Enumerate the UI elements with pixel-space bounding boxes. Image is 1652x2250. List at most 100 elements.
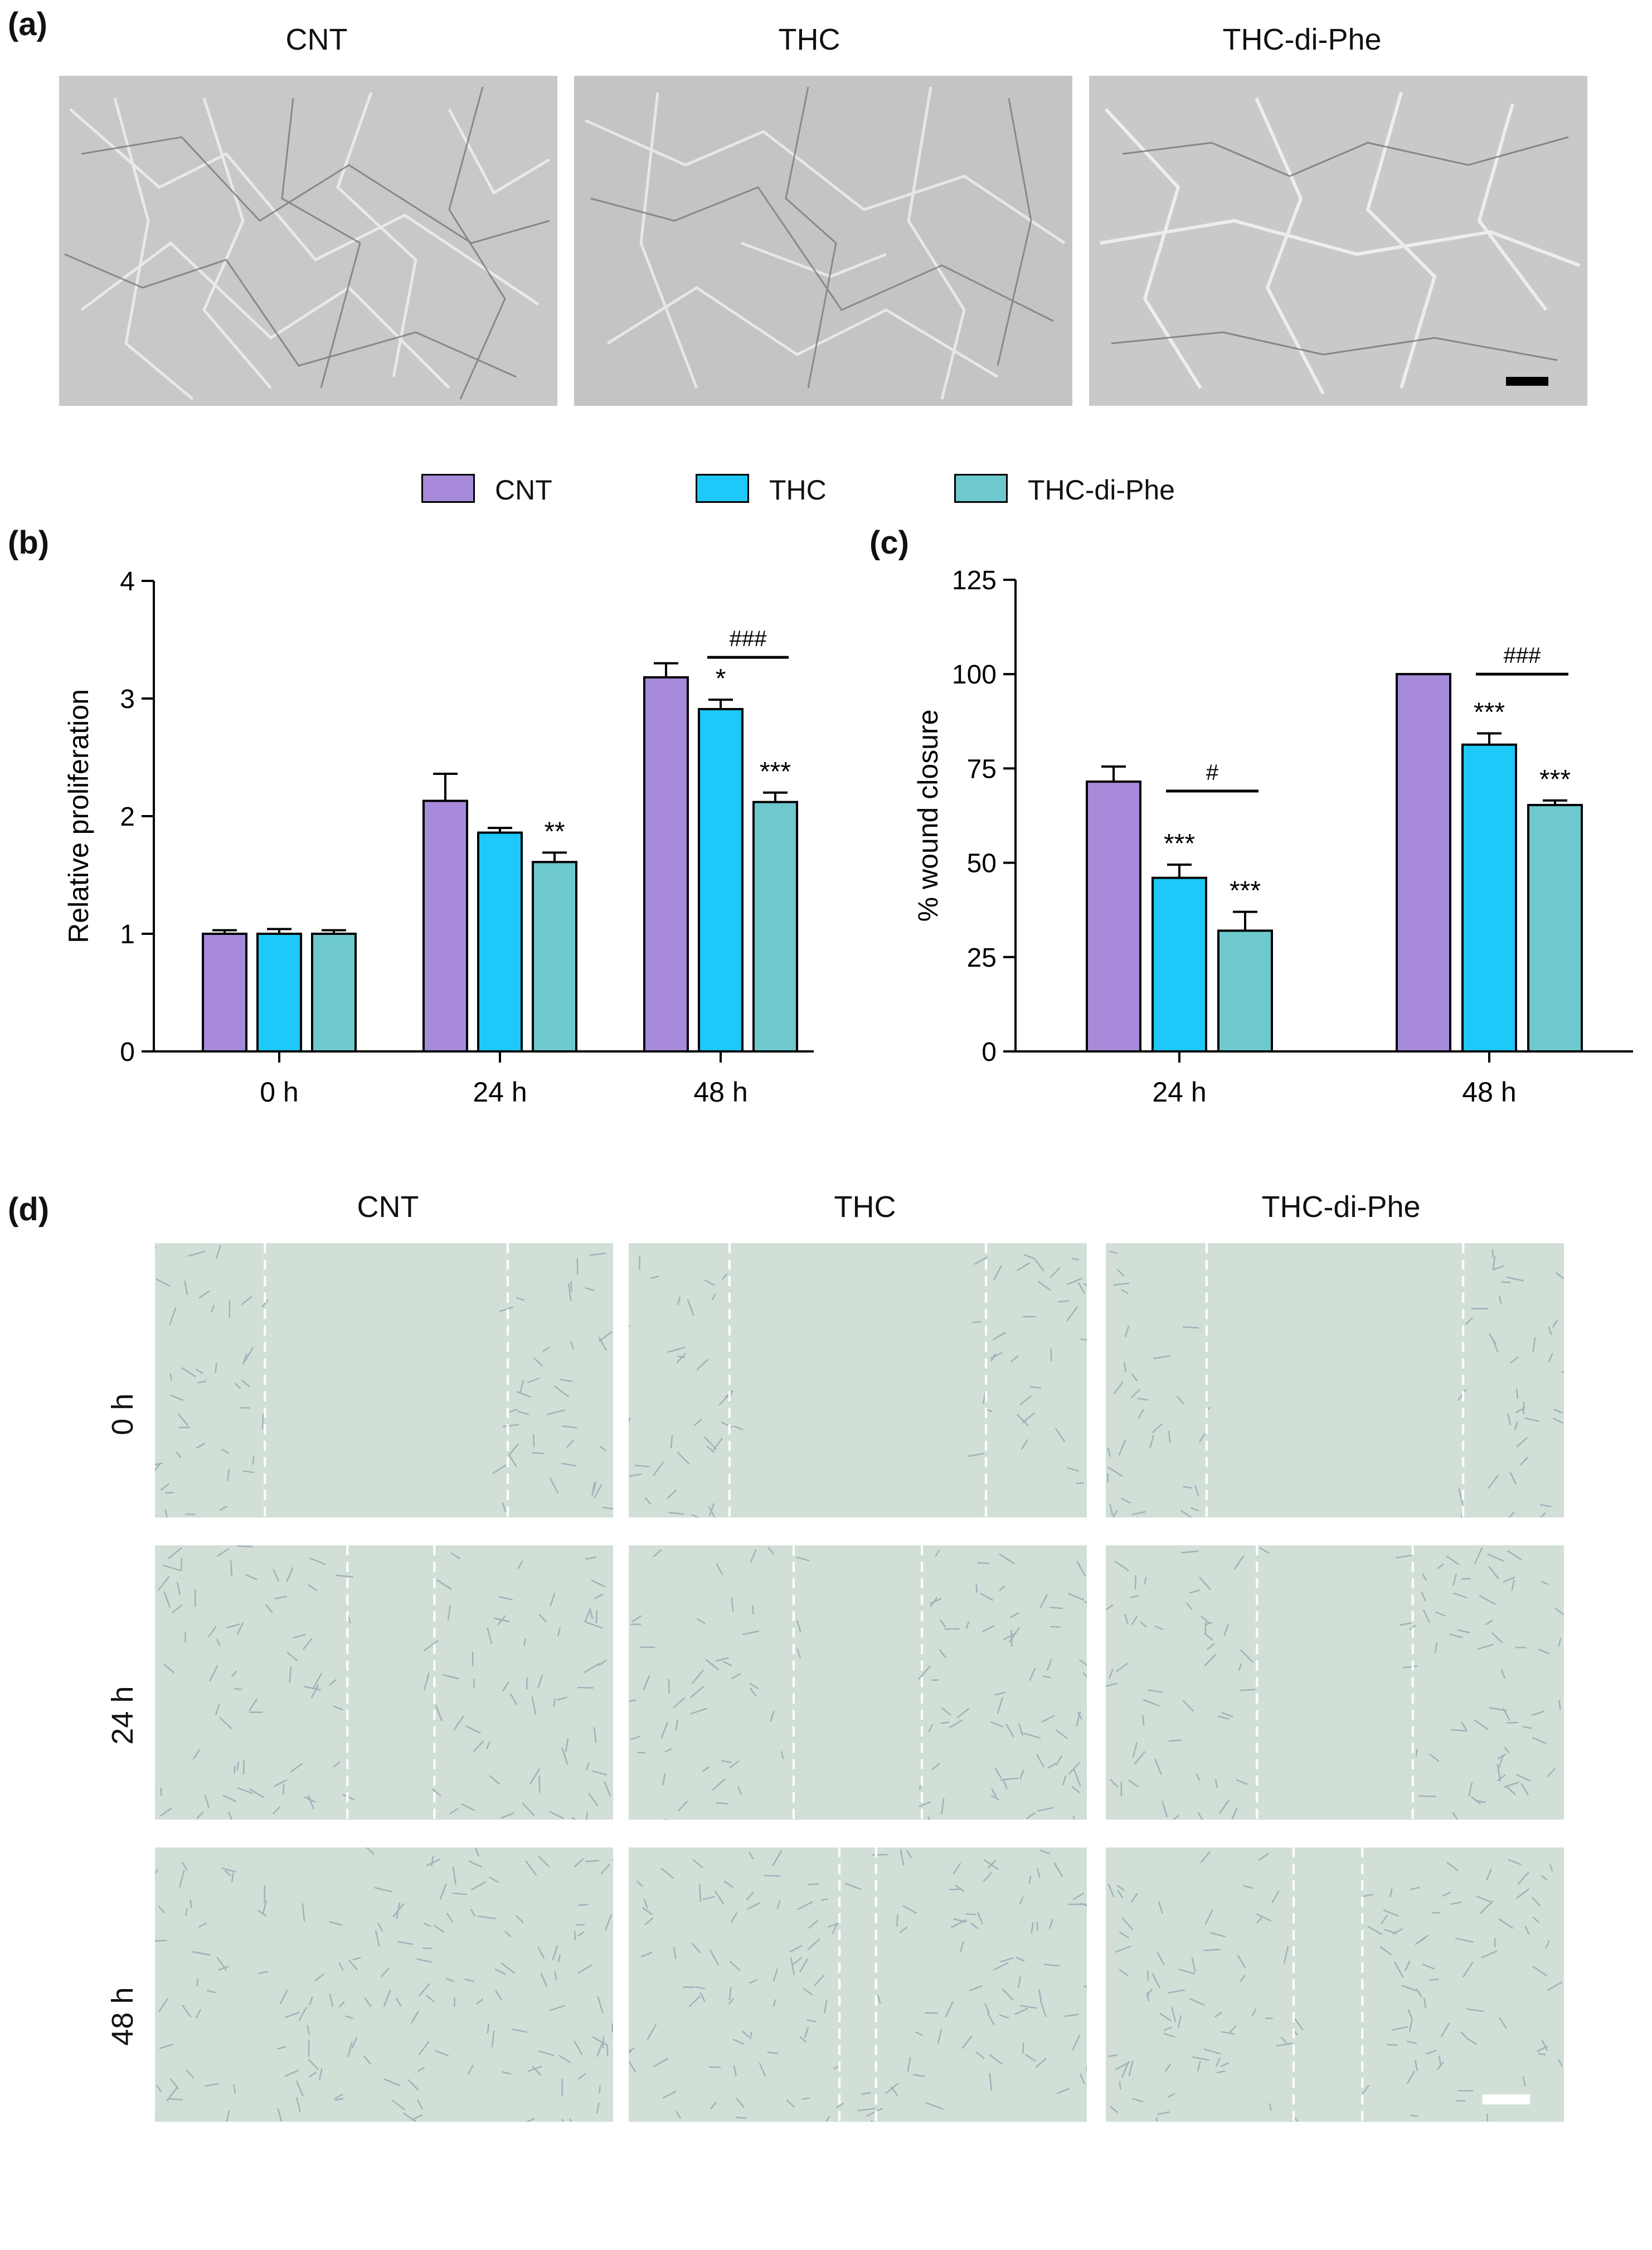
cell [1076,1711,1081,1727]
cell [391,2099,406,2111]
cell [1134,1574,1137,1589]
cell [1056,2088,1070,2094]
cell-pattern [1107,1851,1563,2122]
cell [1430,1979,1439,1981]
cell [219,1716,232,1730]
cell [164,1509,168,1517]
cell [1016,1414,1029,1427]
cell [561,2118,564,2122]
cell [468,1860,482,1868]
cell [723,1880,734,1888]
cell [277,2108,283,2122]
cell [1505,1785,1516,1795]
cell [1178,1968,1195,1975]
cell [284,2011,300,2019]
cell [290,1763,303,1773]
cell [334,2093,343,2099]
cell [216,1638,221,1647]
cell [1223,1623,1230,1637]
cell [634,1465,650,1468]
cell [791,1957,803,1966]
cell [1486,2113,1489,2122]
cell [1191,1507,1199,1512]
cell [803,1987,814,1996]
cell [158,1905,166,1914]
cell [532,1434,535,1447]
cell [596,2042,604,2057]
legend-swatch-thc [696,474,749,503]
cell [716,1563,723,1575]
cell [159,2043,173,2049]
cell [504,1930,512,1938]
cell [1515,1773,1531,1782]
cell [1485,1619,1493,1626]
cell [1151,1973,1160,1989]
cell [718,1395,728,1406]
cell [1035,1259,1044,1272]
cell [676,2111,682,2119]
cell [215,1363,217,1373]
cell [629,2048,635,2052]
cell [538,2050,555,2057]
cell [1498,1918,1514,1929]
cell [494,1968,507,1975]
cell [877,1995,881,2004]
cell [736,2098,745,2108]
cell [215,1704,220,1716]
chart-c-xtick-label-0: 24 h [1152,1076,1206,1108]
cell [296,2097,301,2113]
cell [1121,1917,1134,1931]
cell [786,2099,795,2108]
cell [1410,2115,1418,2117]
cell [699,1884,702,1902]
cell [1215,2057,1221,2068]
cell [990,1721,1004,1728]
cell [423,1672,430,1691]
cell [759,2062,766,2077]
cell [1055,1755,1063,1766]
cell [486,1741,490,1749]
cell [1067,1592,1085,1601]
cell [1079,2073,1086,2084]
chart-b-ylabel: Relative proliferation [63,689,94,943]
chart-b-significance-thc-di-phe-1: ** [544,817,565,846]
cell [168,1547,182,1559]
wound-image-thc-di-phe-24h [1106,1545,1564,1820]
panel-a-title-thc: THC [778,23,840,56]
cell [861,2092,871,2095]
cell [789,1944,803,1953]
cell [1532,1965,1548,1977]
cell [1555,1272,1564,1279]
cell [1119,1931,1130,1939]
cell [1438,2055,1442,2065]
cell [696,1986,705,1990]
cell [1076,1482,1084,1485]
cell [1238,1663,1242,1671]
cell [163,1591,171,1608]
chart-b-ytick-label-4: 4 [120,567,135,597]
cell [1037,1281,1052,1291]
panel-a-title-cnt: CNT [285,23,348,56]
cell [1009,1612,1019,1618]
cell [445,1977,455,1982]
cell-pattern [155,1847,613,2122]
cell [592,1770,608,1776]
cell [1548,1326,1552,1335]
cell [241,1296,252,1306]
cell [940,1619,946,1628]
cell [987,1859,997,1869]
cell [732,2038,744,2045]
chart-b-bar-thc-di-phe-0 [311,933,357,1053]
cell [1176,1395,1184,1405]
cell [598,1660,607,1666]
cell [578,1904,589,1906]
cell [198,1290,210,1299]
cell [516,1390,531,1398]
cell [1115,1945,1132,1953]
cell [273,1779,288,1787]
cell [1192,2056,1210,2061]
chart-b-bar-cnt-1 [422,799,468,1053]
cell [538,1613,547,1623]
cell [813,1975,825,1986]
cell [1204,1653,1217,1667]
